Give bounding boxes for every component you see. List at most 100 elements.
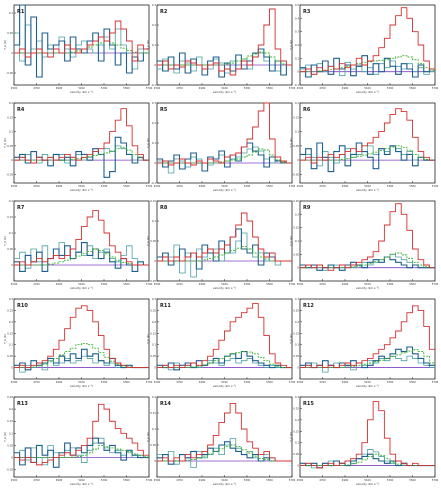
x-tick-label: 4500	[297, 86, 304, 90]
y-tick-label: 0	[154, 259, 156, 263]
red-spectrum-line	[157, 303, 292, 369]
y-tick-label: 0.2	[152, 23, 156, 27]
x-tick-label: 4500	[154, 282, 161, 286]
x-tick-label: 5500	[123, 282, 130, 286]
red-spectrum-line	[14, 403, 149, 466]
green-spectrum-line	[14, 248, 149, 266]
x-tick-label: 5300	[244, 478, 251, 482]
x-tick-label: 4500	[11, 282, 18, 286]
panel-label: R5	[160, 107, 168, 113]
y-tick-label: 0.2	[295, 418, 299, 422]
x-tick-label: 4500	[11, 478, 18, 482]
x-axis-title: velocity (km s⁻¹)	[356, 482, 379, 486]
y-tick-label: 0.1	[295, 441, 299, 445]
panel-label: R12	[303, 303, 314, 309]
green-spectrum-line	[14, 445, 149, 459]
y-tick-label: 0.05	[293, 144, 299, 148]
y-tick-label: 0.25	[293, 406, 299, 410]
y-tick-label: 0.1	[152, 343, 156, 347]
x-tick-label: 4500	[11, 86, 18, 90]
x-axis-title: velocity (km s⁻¹)	[70, 482, 93, 486]
panel-frame	[13, 102, 150, 184]
y-axis-title: T_b (K)	[289, 334, 293, 345]
x-tick-label: 5500	[123, 184, 130, 188]
blue-spectrum-line	[300, 346, 435, 369]
green-spectrum-line	[14, 146, 149, 161]
x-tick-label: 4700	[33, 86, 40, 90]
x-tick-label: 5500	[409, 282, 416, 286]
y-tick-label: 0.1	[295, 130, 299, 134]
x-tick-label: 4700	[319, 184, 326, 188]
green-spectrum-line	[14, 343, 149, 369]
x-tick-label: 5100	[221, 478, 228, 482]
red-spectrum-line	[157, 212, 292, 262]
panel-r14: 4500 4700 4900 5100 5300 5500 5700 velocity (km…	[146, 395, 296, 486]
y-tick-label: 0.1	[295, 56, 299, 60]
y-tick-label: 0	[154, 366, 156, 370]
y-tick-label: -0.1	[294, 83, 299, 87]
x-axis-title: velocity (km s⁻¹)	[70, 286, 93, 290]
y-axis-title: T_b (K)	[146, 138, 150, 149]
red-spectrum-line	[300, 401, 435, 469]
y-tick-label: 0.05	[7, 144, 13, 148]
red-spectrum-line	[14, 20, 149, 62]
x-tick-label: 4500	[297, 478, 304, 482]
y-axis-title: T_b (K)	[3, 236, 7, 247]
y-axis-title: T_b (K)	[3, 138, 7, 149]
y-tick-label: 0.25	[7, 395, 13, 399]
x-tick-label: 4900	[56, 184, 63, 188]
y-tick-label: 0.05	[150, 443, 156, 447]
x-tick-label: 4900	[342, 380, 349, 384]
x-axis-title: velocity (km s⁻¹)	[70, 188, 93, 192]
x-tick-label: 5100	[78, 184, 85, 188]
y-tick-label: 0.1	[9, 11, 13, 15]
x-axis-title: velocity (km s⁻¹)	[356, 90, 379, 94]
x-tick-label: 4700	[33, 184, 40, 188]
y-tick-label: 0.3	[152, 101, 156, 105]
x-tick-label: 5300	[387, 184, 394, 188]
y-axis-title: T_b (K)	[289, 138, 293, 149]
panel-label: R4	[17, 107, 25, 113]
y-tick-label: -0.05	[149, 279, 156, 283]
panel-label: R2	[160, 9, 168, 15]
y-tick-label: 0.2	[9, 320, 13, 324]
y-tick-label: 0.1	[9, 343, 13, 347]
y-tick-label: 0.2	[9, 407, 13, 411]
panel-label: R11	[160, 303, 171, 309]
y-tick-label: 0.3	[295, 30, 299, 34]
panel-r12: 4500 4700 4900 5100 5300 5500 5700 velocity (km…	[289, 297, 439, 388]
x-tick-label: 5700	[146, 86, 153, 90]
y-axis-title: T_b (K)	[289, 432, 293, 443]
x-tick-label: 4500	[154, 184, 161, 188]
y-tick-label: 0.05	[7, 443, 13, 447]
x-tick-label: 5700	[289, 478, 296, 482]
y-tick-label: 0	[297, 70, 299, 74]
x-tick-label: 5700	[289, 380, 296, 384]
x-tick-label: 4700	[176, 478, 183, 482]
y-tick-label: -0.1	[151, 83, 156, 87]
y-tick-label: 0.2	[152, 395, 156, 399]
panel-frame	[13, 396, 150, 478]
x-tick-label: 5700	[146, 380, 153, 384]
panel-r11: 4500 4700 4900 5100 5300 5500 5700 velocity (km…	[146, 297, 296, 388]
y-tick-label: 0.15	[293, 331, 299, 335]
panel-r6: 4500 4700 4900 5100 5300 5500 5700 velocity (km…	[289, 101, 439, 192]
red-spectrum-line	[300, 305, 435, 369]
x-tick-label: 4900	[56, 86, 63, 90]
y-tick-label: 0.15	[7, 331, 13, 335]
x-tick-label: 5100	[364, 184, 371, 188]
y-tick-label: 0.2	[9, 199, 13, 203]
y-tick-label: 0.1	[152, 141, 156, 145]
x-tick-label: 5500	[123, 380, 130, 384]
x-tick-label: 4500	[297, 282, 304, 286]
panel-label: R7	[17, 205, 25, 211]
y-axis-title: T_b (K)	[146, 432, 150, 443]
x-tick-label: 4900	[342, 86, 349, 90]
x-tick-label: 5500	[266, 86, 273, 90]
x-tick-label: 5100	[78, 86, 85, 90]
x-tick-label: 4500	[297, 380, 304, 384]
y-tick-label: 0	[11, 456, 13, 460]
x-tick-label: 5300	[101, 380, 108, 384]
panel-label: R6	[303, 107, 311, 113]
